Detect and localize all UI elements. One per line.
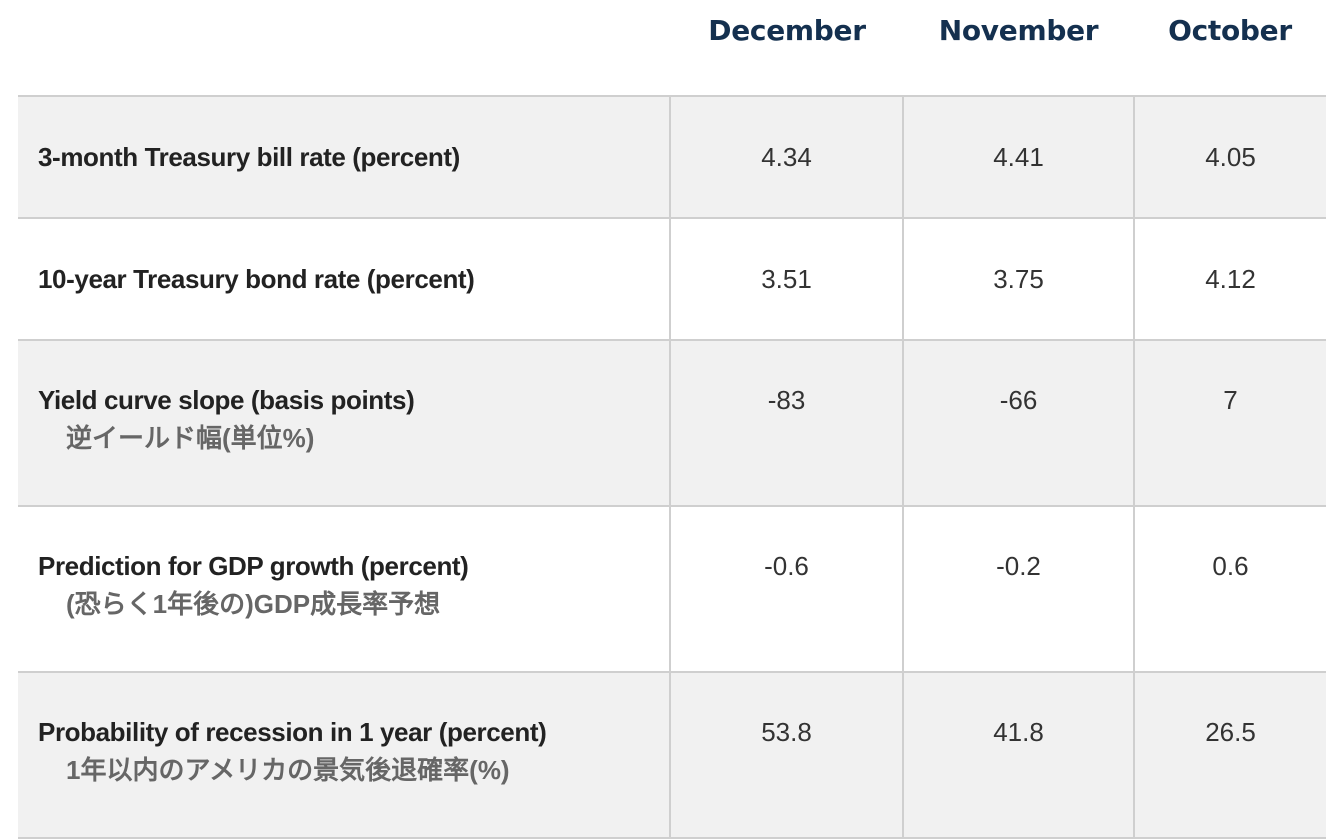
- row-label: Probability of recession in 1 year (perc…: [38, 717, 547, 747]
- row-label: Prediction for GDP growth (percent): [38, 551, 469, 581]
- table-row: Yield curve slope (basis points) 逆イールド幅(…: [18, 339, 1326, 507]
- row-label-cell: Prediction for GDP growth (percent) (恐らく…: [18, 505, 671, 673]
- value-october: 0.6: [1133, 505, 1326, 673]
- value-october: 4.12: [1133, 217, 1326, 341]
- column-header-october: October: [1168, 14, 1292, 47]
- value-november: -66: [902, 339, 1135, 507]
- value-october: 26.5: [1133, 671, 1326, 839]
- data-table: 3-month Treasury bill rate (percent) 4.3…: [18, 95, 1326, 839]
- row-label-cell: Yield curve slope (basis points) 逆イールド幅(…: [18, 339, 671, 507]
- value-november: 3.75: [902, 217, 1135, 341]
- value-december: 3.51: [669, 217, 904, 341]
- table-row: Prediction for GDP growth (percent) (恐らく…: [18, 505, 1326, 673]
- column-header-december: December: [708, 14, 866, 47]
- row-label-cell: Probability of recession in 1 year (perc…: [18, 671, 671, 839]
- row-label-japanese: 逆イールド幅(単位%): [66, 423, 315, 453]
- value-december: -0.6: [669, 505, 904, 673]
- table-row: 3-month Treasury bill rate (percent) 4.3…: [18, 95, 1326, 219]
- row-label-japanese: 1年以内のアメリカの景気後退確率(%): [66, 755, 510, 785]
- row-label: Yield curve slope (basis points): [38, 385, 415, 415]
- table-header: December November October: [0, 0, 1338, 62]
- row-label-japanese: (恐らく1年後の)GDP成長率予想: [66, 589, 441, 619]
- value-november: 4.41: [902, 95, 1135, 219]
- row-label: 10-year Treasury bond rate (percent): [38, 263, 475, 294]
- value-november: -0.2: [902, 505, 1135, 673]
- row-label-cell: 3-month Treasury bill rate (percent): [18, 95, 671, 219]
- row-label-cell: 10-year Treasury bond rate (percent): [18, 217, 671, 341]
- value-december: 53.8: [669, 671, 904, 839]
- value-october: 7: [1133, 339, 1326, 507]
- value-december: 4.34: [669, 95, 904, 219]
- row-label: 3-month Treasury bill rate (percent): [38, 141, 460, 172]
- column-header-november: November: [938, 14, 1099, 47]
- value-december: -83: [669, 339, 904, 507]
- table-row: 10-year Treasury bond rate (percent) 3.5…: [18, 217, 1326, 341]
- table-row: Probability of recession in 1 year (perc…: [18, 671, 1326, 839]
- value-november: 41.8: [902, 671, 1135, 839]
- value-october: 4.05: [1133, 95, 1326, 219]
